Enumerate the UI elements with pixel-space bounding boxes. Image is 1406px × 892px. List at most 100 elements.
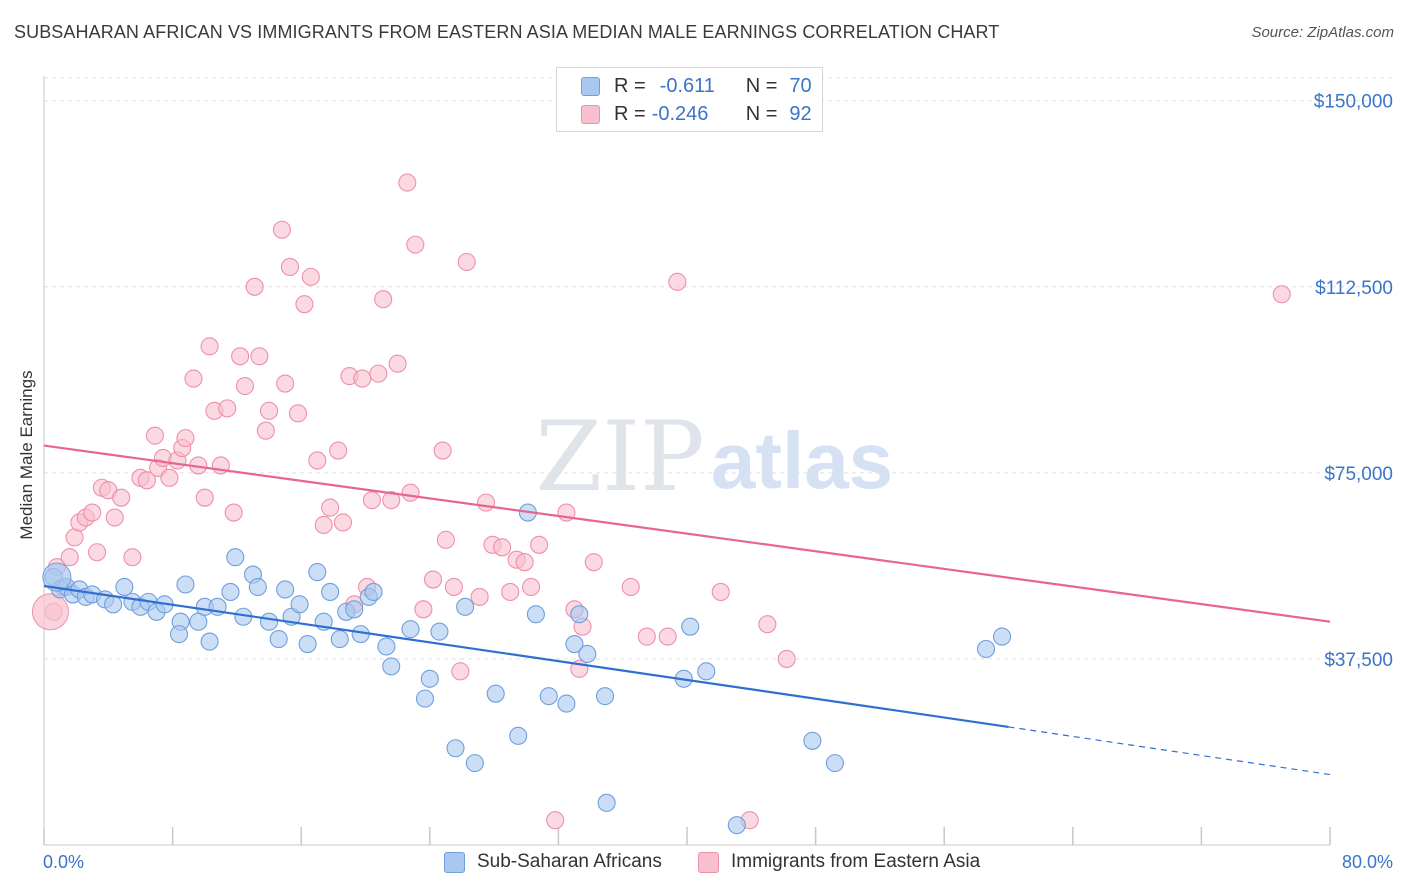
data-point [388,354,407,373]
data-point [522,577,541,597]
data-point [595,687,615,706]
data-point [658,627,677,646]
sub-saharan-trend-line [43,584,1009,728]
data-point [169,625,189,644]
data-point [777,649,796,668]
data-point [329,441,348,460]
data-point [295,295,314,314]
data-point [406,235,425,254]
data-point [123,548,142,567]
data-point [115,577,134,597]
data-point [803,731,822,750]
data-point [137,471,156,490]
data-point [276,374,295,393]
data-point [382,491,401,510]
data-point [345,600,364,619]
data-point [711,582,730,601]
legend-label: Sub-Saharan Africans [477,851,662,872]
data-point [308,563,327,582]
legend-label: Immigrants from Eastern Asia [731,851,981,872]
data-point [621,577,640,597]
data-point [457,252,476,272]
data-point [976,639,996,659]
data-point [301,267,320,286]
data-point [308,451,327,470]
n-value: 92 [789,102,812,125]
data-point [584,553,603,572]
data-point [184,369,203,388]
data-point [145,426,164,445]
data-point [444,577,463,597]
data-point [269,630,288,649]
axes [43,76,1331,846]
data-point [415,689,435,708]
data-point [176,575,195,594]
data-point [60,548,79,567]
data-point [477,493,496,512]
data-point [637,627,656,646]
source-label: Source: ZipAtlas.com [1251,24,1394,41]
data-point [993,627,1012,646]
correlation-legend: R = -0.611 N = 70 R = -0.246 N = 92 [556,67,823,132]
data-point [668,272,687,291]
r-label: R = [614,74,646,97]
data-point [290,595,309,614]
data-point [465,754,484,773]
legend-item-sub-saharan: Sub-Saharan Africans [444,851,662,873]
data-point [245,277,264,296]
data-point [200,337,219,356]
data-point [298,634,317,654]
pink-swatch [698,851,719,873]
data-point [321,498,340,517]
cluster-point [31,593,69,631]
n-label: N = [745,74,778,97]
data-point [369,364,388,383]
data-point [758,615,777,634]
watermark-atlas: atlas [711,416,893,505]
y-tick-labels: $37,500 $75,000 $112,500 $150,000 [1314,92,1393,671]
data-point [451,662,470,681]
data-point [436,530,455,549]
eastern-asia-trend-line [43,444,1331,623]
sub-saharan-trend-extension [1008,726,1331,776]
data-point [195,488,214,507]
data-point [248,577,267,597]
blue-swatch [581,76,600,96]
data-point [314,515,333,535]
n-label: N = [745,102,778,125]
r-label: R = [614,102,646,125]
data-point [420,669,439,688]
data-point [176,429,195,448]
data-point [221,582,240,601]
x-tick-max: 80.0% [1341,852,1393,872]
y-tick-label: $75,000 [1324,464,1393,485]
data-point [105,508,124,527]
data-point [226,548,245,567]
data-point [235,376,254,396]
data-point [276,580,295,599]
data-point [401,483,420,502]
y-tick-label: $37,500 [1324,650,1393,671]
data-point [501,582,520,601]
chart-title: SUBSAHARAN AFRICAN VS IMMIGRANTS FROM EA… [14,22,1000,42]
series-legend: Sub-Saharan Africans Immigrants from Eas… [0,851,1406,877]
data-point [423,570,443,589]
legend-row-eastern-asia: R = -0.246 N = 92 [581,100,812,128]
data-point [565,634,584,654]
data-point [570,605,589,624]
data-point [104,595,123,614]
data-point [321,582,340,601]
data-point [189,612,208,631]
data-point [382,657,401,676]
data-point [353,369,372,388]
data-point [224,503,243,522]
data-point [112,488,131,507]
data-point [398,173,417,192]
data-point [470,587,489,606]
y-tick-label: $112,500 [1315,278,1393,299]
data-point [231,347,250,366]
data-point [681,617,700,636]
data-point [546,811,565,830]
data-point [218,399,237,418]
